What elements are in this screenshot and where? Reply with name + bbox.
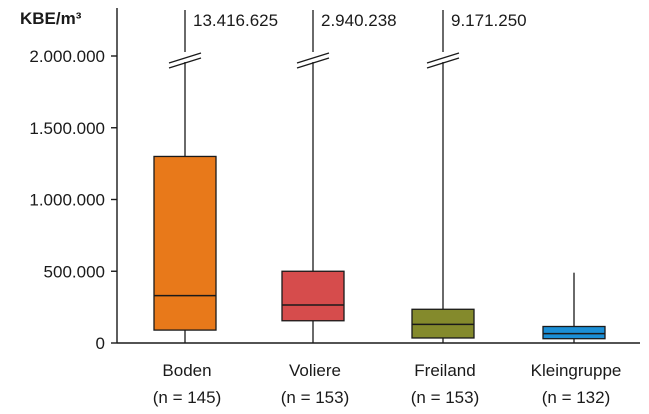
axis-break-gap: [297, 52, 329, 62]
category-n-label: (n = 153): [281, 388, 350, 407]
y-axis-unit-label: KBE/m³: [20, 9, 82, 28]
y-tick-label: 0: [96, 334, 105, 353]
box-iqr: [153, 155, 217, 331]
box-group: 13.416.625 Boden (n = 145) 2.940.238 Voliere…: [153, 10, 622, 407]
axis-break-mark: [296, 52, 330, 64]
y-tick-label: 500.000: [44, 262, 105, 281]
axis-break-mark: [426, 57, 460, 69]
y-tick-label: 2.000.000: [29, 47, 105, 66]
category-label: Voliere: [289, 361, 341, 380]
box-kleingruppe: Kleingruppe (n = 132): [531, 272, 622, 407]
category-label: Kleingruppe: [531, 361, 622, 380]
category-n-label: (n = 153): [411, 388, 480, 407]
max-value-label: 2.940.238: [321, 11, 397, 30]
y-tick-label: 1.500.000: [29, 119, 105, 138]
y-axis-ticks: 0 500.000 1.000.000 1.500.000 2.000.000: [29, 47, 117, 353]
max-value-label: 13.416.625: [193, 11, 278, 30]
category-n-label: (n = 145): [153, 388, 222, 407]
axis-break-gap: [427, 52, 459, 62]
axis-break-mark: [426, 52, 460, 64]
category-n-label: (n = 132): [542, 388, 611, 407]
box-voliere: 2.940.238 Voliere (n = 153): [281, 10, 397, 407]
box-boden: 13.416.625 Boden (n = 145): [153, 10, 278, 407]
axis-break-mark: [168, 57, 202, 69]
category-label: Boden: [162, 361, 211, 380]
axis-break-gap: [169, 52, 201, 62]
y-tick-label: 1.000.000: [29, 191, 105, 210]
box-freiland: 9.171.250 Freiland (n = 153): [411, 10, 527, 407]
category-label: Freiland: [414, 361, 475, 380]
box-iqr: [542, 325, 606, 340]
axis-break-mark: [168, 52, 202, 64]
axis-break-mark: [296, 57, 330, 69]
box-iqr: [281, 270, 345, 322]
max-value-label: 9.171.250: [451, 11, 527, 30]
